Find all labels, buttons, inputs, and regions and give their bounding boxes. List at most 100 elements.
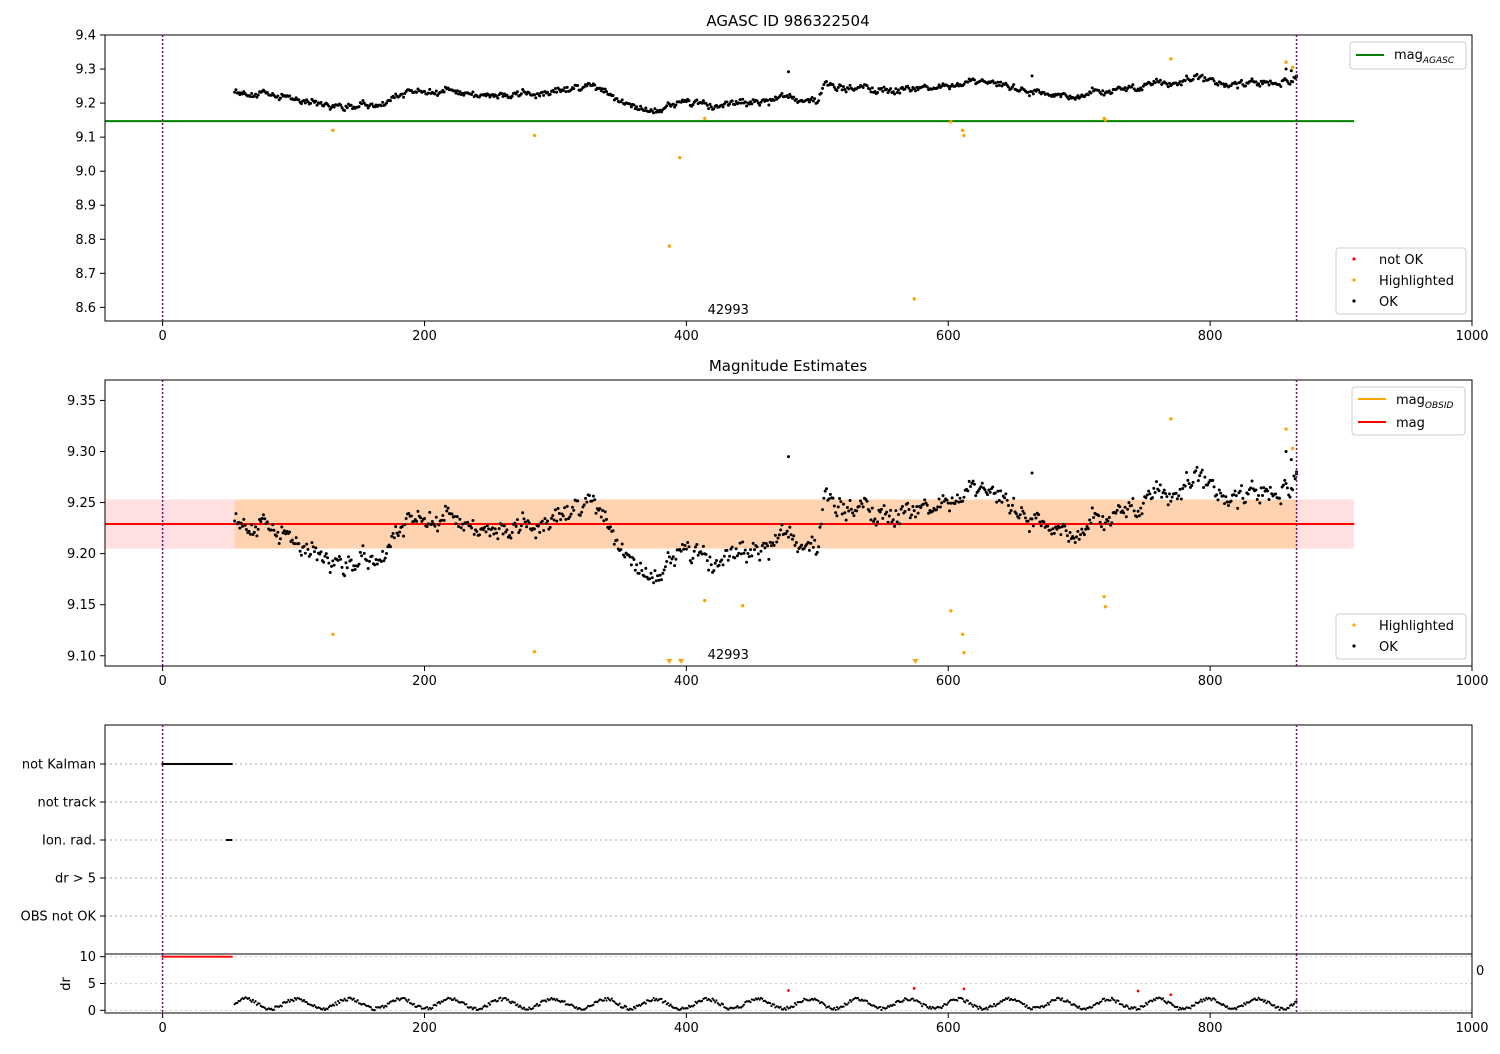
- p1-ok-point: [635, 105, 639, 109]
- p2-ok-point: [515, 518, 519, 522]
- p4-dr-point: [1075, 1005, 1078, 1008]
- p4-dr-point: [520, 1006, 523, 1009]
- p4-dr-point: [426, 1005, 429, 1009]
- p2-ok-point: [686, 540, 690, 544]
- p2-ok-point: [908, 516, 912, 520]
- p4-dr-point: [947, 1001, 950, 1004]
- p2-ok-point: [1243, 500, 1247, 504]
- p4-dr-point: [651, 999, 654, 1002]
- p4-dr-point: [831, 1008, 835, 1011]
- p4-clipped-point: [185, 955, 188, 958]
- p4-dr-point: [381, 1004, 384, 1007]
- p4-dr-point: [504, 997, 507, 1000]
- p1-ok-point: [455, 89, 459, 93]
- p1-ok-point: [687, 99, 691, 103]
- p4-ytick-label: 0: [88, 1004, 96, 1019]
- p3-flag-point: [213, 762, 216, 766]
- p1-xtick-label: 600: [936, 329, 961, 344]
- p2-ok-point: [967, 479, 971, 483]
- p1-ok-point: [1179, 83, 1183, 87]
- p4-dr-point: [930, 1007, 933, 1010]
- p2-ok-point: [1289, 458, 1293, 462]
- p2-ok-point: [543, 517, 547, 521]
- p3-flag-point: [225, 762, 229, 766]
- p2-ok-point: [836, 505, 840, 509]
- p2-ok-point: [1191, 480, 1195, 484]
- p1-ok-point: [471, 90, 475, 94]
- p2-ok-point: [309, 552, 313, 556]
- p2-ok-point: [962, 495, 966, 499]
- p4-dr-point: [735, 1006, 738, 1009]
- p4-dr-point: [1061, 997, 1064, 1000]
- p1-xtick-label: 0: [158, 329, 166, 344]
- p2-ok-point: [504, 530, 508, 534]
- p2-ok-point: [557, 511, 561, 515]
- p2-ok-point: [392, 536, 396, 540]
- p1-ok-point: [733, 102, 737, 106]
- p4-dr-point: [847, 1001, 850, 1004]
- p2-ok-point: [1186, 478, 1190, 482]
- p2-ok-point: [375, 562, 379, 566]
- p2-ok-point: [522, 517, 526, 521]
- p1-ytick-label: 9.4: [75, 29, 96, 44]
- panel-dr: 0 200 400 600 800 1000 0 5 10 dr: [59, 950, 1489, 1036]
- p1-ok-point: [514, 92, 518, 96]
- p2-ok-point: [1026, 519, 1030, 523]
- p2-ok-point: [284, 532, 288, 536]
- p2-ok-point: [1216, 498, 1220, 502]
- p2-ok-point: [824, 487, 828, 491]
- p2-ok-point: [752, 548, 756, 552]
- p2-ok-point: [849, 507, 853, 511]
- p4-dr-point: [1126, 1005, 1129, 1008]
- p4-clipped-point: [225, 955, 229, 958]
- p4-clipped-point: [216, 955, 219, 958]
- p4-dr-point: [924, 1003, 928, 1007]
- p2-ok-point: [927, 511, 931, 515]
- p4-dr-point: [749, 1001, 752, 1004]
- p4-clipped-point: [213, 955, 216, 958]
- p4-dr-point: [522, 1006, 526, 1009]
- p2-ok-point: [1022, 512, 1026, 516]
- p1-ok-point: [343, 108, 347, 112]
- p4-dr-point: [403, 997, 406, 1000]
- p2-ok-point: [921, 502, 925, 506]
- p4-dr-point: [250, 1000, 253, 1003]
- p2-ok-point: [442, 518, 446, 522]
- p2-ok-point: [1068, 531, 1072, 535]
- p1-ok-point: [598, 86, 602, 90]
- p1-highlighted-point: [702, 116, 707, 121]
- p4-dr-point: [977, 1007, 980, 1010]
- p2-ok-point: [1118, 505, 1122, 509]
- p4-dr-point: [888, 1005, 891, 1008]
- p2-ok-point: [234, 512, 238, 516]
- p3-category-label: not Kalman: [22, 758, 96, 773]
- p2-ok-point: [493, 527, 497, 531]
- p2-ok-point: [1050, 532, 1054, 536]
- p2-ok-point: [1055, 527, 1059, 531]
- p2-highlighted-point: [702, 598, 707, 603]
- p2-ok-point: [934, 508, 938, 512]
- p2-ok-point: [650, 576, 654, 580]
- p2-ok-point: [483, 525, 487, 529]
- p2-ok-point: [916, 511, 920, 515]
- p1-ok-point: [1195, 72, 1199, 76]
- p2-ok-point: [925, 503, 929, 507]
- p2-ok-point: [538, 530, 542, 534]
- p1-ok-point: [250, 92, 254, 96]
- p4-dr-point: [1169, 1001, 1172, 1004]
- p1-xtick-label: 800: [1198, 329, 1223, 344]
- p2-ok-point: [876, 520, 880, 524]
- p4-dr-point: [1046, 1001, 1049, 1005]
- p4-dr-point: [644, 1002, 647, 1005]
- p2-ok-point: [997, 499, 1001, 503]
- p2-ok-point: [1137, 514, 1141, 518]
- p4-dr-point: [471, 1008, 475, 1011]
- p2-ok-point: [1004, 492, 1008, 496]
- p1-ok-point: [1086, 93, 1090, 97]
- p3-flag-point: [161, 762, 164, 766]
- p2-ok-point: [914, 515, 918, 519]
- p3-flag-point: [188, 762, 191, 766]
- p1-ok-point: [248, 95, 252, 99]
- p2-ok-point: [1260, 494, 1264, 498]
- p4-dr-point: [609, 999, 612, 1002]
